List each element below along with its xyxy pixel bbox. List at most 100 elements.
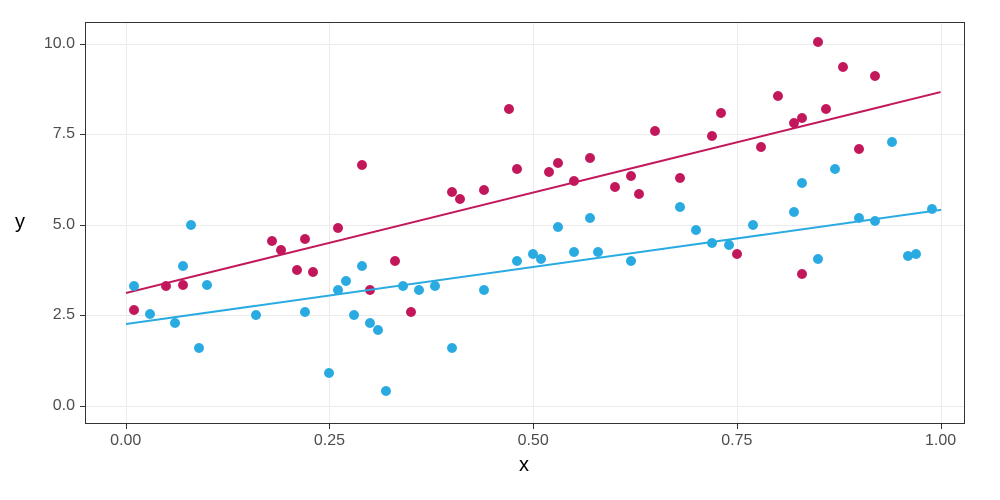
point-group-b: [585, 213, 595, 223]
scatter-chart: x y 0.000.250.500.751.000.02.55.07.510.0: [0, 0, 1000, 500]
point-group-b: [357, 261, 367, 271]
point-group-a: [308, 267, 318, 277]
point-group-b: [251, 310, 261, 320]
point-group-a: [797, 269, 807, 279]
point-group-b: [553, 222, 563, 232]
point-group-b: [324, 368, 334, 378]
point-group-a: [292, 265, 302, 275]
point-group-a: [585, 153, 595, 163]
grid-vertical: [126, 22, 127, 424]
point-group-a: [544, 167, 554, 177]
y-tick-label: 2.5: [35, 306, 75, 324]
x-tick-label: 0.50: [518, 432, 549, 450]
grid-vertical: [329, 22, 330, 424]
x-axis-label: x: [519, 454, 529, 477]
point-group-b: [145, 309, 155, 319]
point-group-b: [854, 213, 864, 223]
point-group-a: [732, 249, 742, 259]
point-group-b: [381, 386, 391, 396]
point-group-b: [691, 225, 701, 235]
point-group-b: [349, 310, 359, 320]
point-group-b: [447, 343, 457, 353]
point-group-b: [887, 137, 897, 147]
point-group-b: [536, 254, 546, 264]
point-group-b: [398, 281, 408, 291]
grid-horizontal: [85, 44, 965, 45]
point-group-a: [512, 164, 522, 174]
point-group-b: [194, 343, 204, 353]
point-group-b: [569, 247, 579, 257]
point-group-b: [373, 325, 383, 335]
x-tick-label: 1.00: [925, 432, 956, 450]
point-group-b: [593, 247, 603, 257]
plot-panel: [85, 22, 965, 424]
point-group-a: [634, 189, 644, 199]
point-group-b: [911, 249, 921, 259]
point-group-a: [276, 245, 286, 255]
x-tick-mark: [737, 424, 738, 429]
point-group-a: [267, 236, 277, 246]
point-group-b: [202, 280, 212, 290]
point-group-a: [455, 194, 465, 204]
point-group-a: [675, 173, 685, 183]
point-group-a: [797, 113, 807, 123]
point-group-a: [333, 223, 343, 233]
point-group-b: [414, 285, 424, 295]
point-group-a: [773, 91, 783, 101]
point-group-b: [870, 216, 880, 226]
point-group-a: [569, 176, 579, 186]
point-group-a: [854, 144, 864, 154]
point-group-a: [406, 307, 416, 317]
grid-vertical: [737, 22, 738, 424]
x-tick-mark: [533, 424, 534, 429]
x-tick-mark: [126, 424, 127, 429]
grid-vertical: [533, 22, 534, 424]
grid-horizontal: [85, 315, 965, 316]
x-tick-label: 0.75: [721, 432, 752, 450]
point-group-b: [813, 254, 823, 264]
y-axis-label: y: [15, 211, 25, 234]
point-group-b: [129, 281, 139, 291]
point-group-b: [341, 276, 351, 286]
point-group-a: [300, 234, 310, 244]
point-group-b: [300, 307, 310, 317]
y-tick-label: 5.0: [35, 216, 75, 234]
point-group-a: [357, 160, 367, 170]
y-tick-mark: [80, 134, 85, 135]
point-group-b: [927, 204, 937, 214]
point-group-a: [626, 171, 636, 181]
y-tick-label: 7.5: [35, 125, 75, 143]
point-group-a: [390, 256, 400, 266]
point-group-b: [333, 285, 343, 295]
point-group-a: [870, 71, 880, 81]
x-tick-label: 0.00: [110, 432, 141, 450]
point-group-a: [504, 104, 514, 114]
point-group-b: [830, 164, 840, 174]
point-group-b: [512, 256, 522, 266]
grid-horizontal: [85, 406, 965, 407]
point-group-a: [756, 142, 766, 152]
point-group-a: [650, 126, 660, 136]
x-tick-label: 0.25: [314, 432, 345, 450]
point-group-a: [821, 104, 831, 114]
grid-vertical: [941, 22, 942, 424]
point-group-a: [813, 37, 823, 47]
point-group-a: [838, 62, 848, 72]
point-group-b: [170, 318, 180, 328]
point-group-b: [724, 240, 734, 250]
point-group-b: [789, 207, 799, 217]
y-tick-mark: [80, 315, 85, 316]
y-tick-mark: [80, 406, 85, 407]
x-tick-mark: [329, 424, 330, 429]
point-group-b: [748, 220, 758, 230]
y-tick-label: 0.0: [35, 397, 75, 415]
grid-horizontal: [85, 134, 965, 135]
point-group-a: [129, 305, 139, 315]
point-group-b: [797, 178, 807, 188]
point-group-a: [610, 182, 620, 192]
point-group-a: [707, 131, 717, 141]
point-group-a: [479, 185, 489, 195]
point-group-a: [716, 108, 726, 118]
point-group-b: [186, 220, 196, 230]
point-group-b: [479, 285, 489, 295]
